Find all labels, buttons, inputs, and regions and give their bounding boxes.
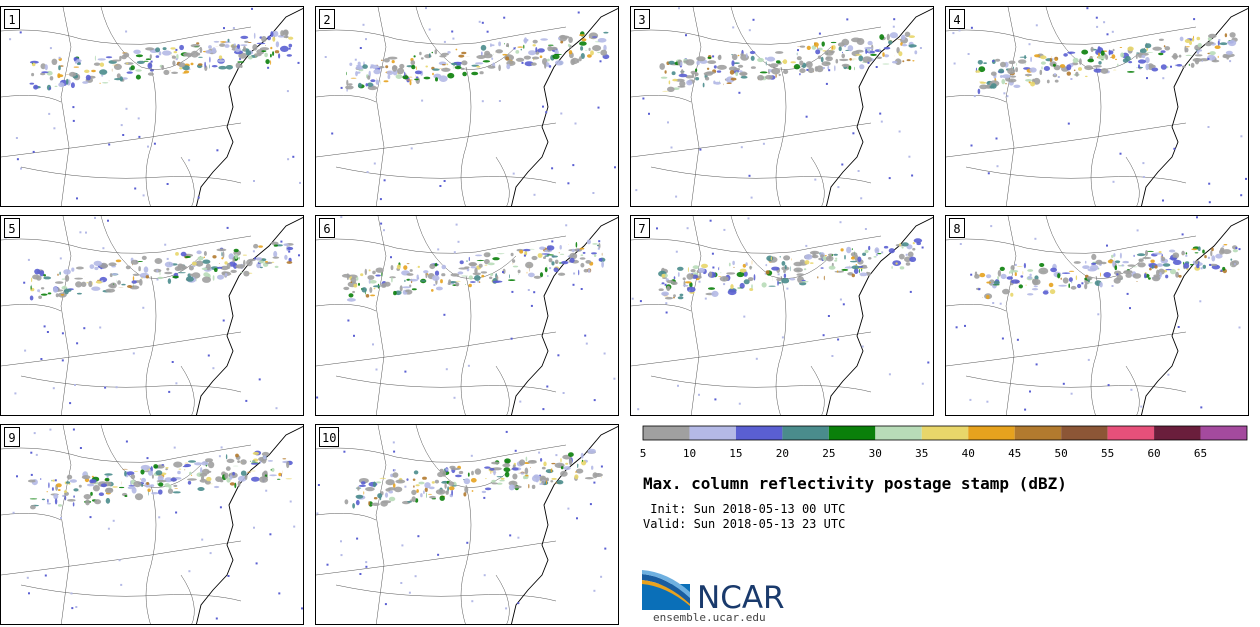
colorbar-tick-label: 35	[915, 447, 929, 460]
reflectivity-map	[631, 7, 933, 206]
colorbar-tick-label: 65	[1193, 447, 1208, 460]
reflectivity-map	[631, 216, 933, 415]
map-panel: 4	[945, 6, 1249, 207]
init-time: Init: Sun 2018-05-13 00 UTC	[643, 502, 846, 516]
colorbar-swatch	[1107, 426, 1155, 440]
colorbar-swatch	[782, 426, 829, 440]
panel-number: 9	[4, 427, 20, 447]
panel-number: 7	[634, 218, 650, 238]
panel-number: 5	[4, 218, 20, 238]
colorbar-tick-label: 30	[868, 447, 882, 460]
reflectivity-map	[316, 7, 618, 206]
colorbar-tick-label: 10	[682, 447, 697, 460]
colorbar-swatch	[1154, 426, 1201, 440]
colorbar-tick-label: 15	[729, 447, 743, 460]
colorbar-tick-label: 55	[1100, 447, 1115, 460]
colorbar-swatch	[968, 426, 1015, 440]
colorbar-swatch	[828, 426, 876, 440]
ncar-logo-text: NCAR	[697, 580, 785, 616]
map-panel: 10	[315, 424, 619, 625]
reflectivity-map	[1, 7, 303, 206]
reflectivity-map	[316, 216, 618, 415]
map-panel: 5	[0, 215, 304, 416]
panel-number: 2	[319, 9, 335, 29]
colorbar-tick-label: 45	[1008, 447, 1022, 460]
panel-number: 8	[949, 218, 965, 238]
colorbar-swatch	[1014, 426, 1062, 440]
panel-number: 6	[319, 218, 335, 238]
ncar-logo-icon	[642, 570, 690, 610]
reflectivity-map	[316, 425, 618, 624]
reflectivity-map	[946, 216, 1248, 415]
colorbar-tick-label: 40	[961, 447, 975, 460]
valid-time: Valid: Sun 2018-05-13 23 UTC	[643, 517, 846, 531]
map-panel: 3	[630, 6, 934, 207]
logo-url: ensemble.ucar.edu	[653, 611, 766, 624]
colorbar-tick-label: 5	[639, 447, 647, 460]
reflectivity-map	[1, 216, 303, 415]
panel-number: 10	[319, 427, 340, 447]
colorbar-swatch	[921, 426, 969, 440]
map-panel: 6	[315, 215, 619, 416]
colorbar-swatch	[875, 426, 922, 440]
colorbar-tick-label: 60	[1147, 447, 1161, 460]
map-panel: 2	[315, 6, 619, 207]
reflectivity-map	[1, 425, 303, 624]
colorbar-swatch	[1200, 426, 1247, 440]
panel-number: 3	[634, 9, 650, 29]
map-panel: 1	[0, 6, 304, 207]
colorbar	[642, 425, 1248, 441]
colorbar-swatch	[689, 426, 736, 440]
map-panel: 7	[630, 215, 934, 416]
colorbar-tick-label: 25	[822, 447, 836, 460]
colorbar-tick-label: 20	[775, 447, 789, 460]
colorbar-swatch	[735, 426, 783, 440]
map-panel: 9	[0, 424, 304, 625]
colorbar-swatch	[643, 426, 690, 440]
reflectivity-map	[946, 7, 1248, 206]
panel-number: 4	[949, 9, 965, 29]
map-panel: 8	[945, 215, 1249, 416]
colorbar-tick-label: 50	[1054, 447, 1068, 460]
panel-number: 1	[4, 9, 20, 29]
page-title: Max. column reflectivity postage stamp (…	[643, 474, 1067, 493]
colorbar-swatch	[1061, 426, 1108, 440]
